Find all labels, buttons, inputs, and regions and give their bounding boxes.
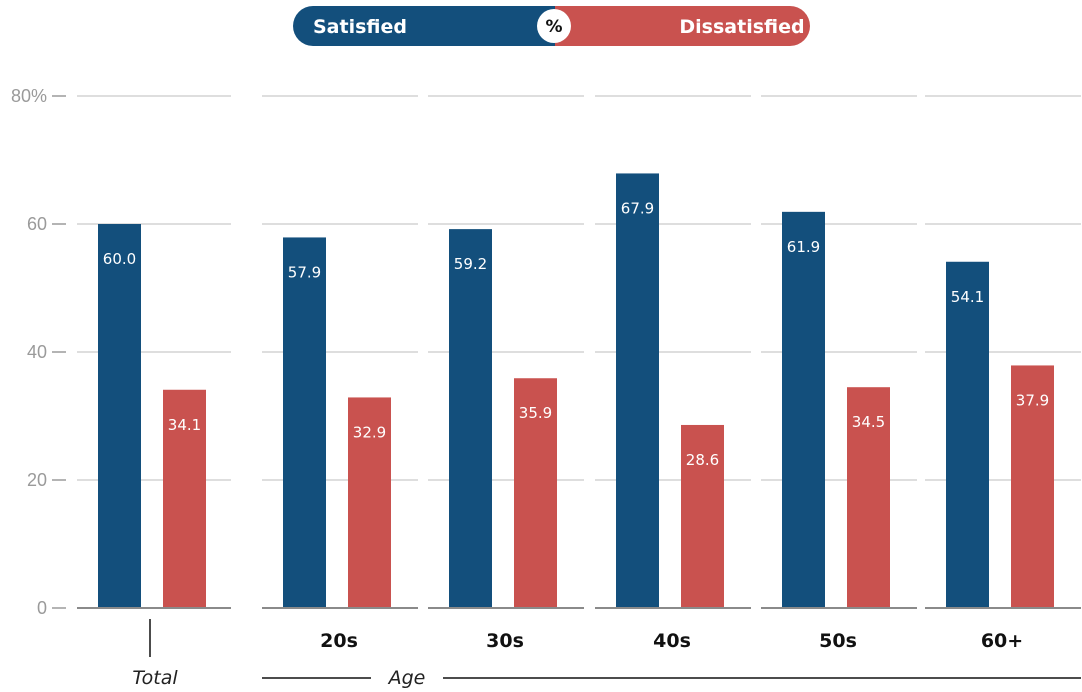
category-label: 50s	[819, 630, 857, 652]
bar-satisfied-3	[616, 173, 659, 608]
value-label-dissatisfied-2: 35.9	[519, 404, 552, 422]
legend-unit-circle	[537, 9, 571, 43]
value-label-satisfied-1: 57.9	[288, 263, 321, 281]
value-label-satisfied-3: 67.9	[621, 199, 654, 217]
bar-satisfied-5	[946, 261, 989, 608]
bar-dissatisfied-1	[348, 397, 391, 608]
bar-dissatisfied-5	[1011, 365, 1054, 608]
bar-satisfied-2	[449, 229, 492, 608]
group-label-total: Total	[132, 667, 178, 689]
bar-dissatisfied-2	[514, 378, 557, 608]
y-tick-label: 60	[27, 214, 47, 234]
value-label-satisfied-4: 61.9	[787, 238, 820, 256]
y-tick-label: 20	[27, 470, 47, 490]
legend: Satisfied Dissatisfied %	[293, 6, 810, 46]
value-label-satisfied-2: 59.2	[454, 255, 487, 273]
value-label-dissatisfied-5: 37.9	[1016, 391, 1049, 409]
legend-satisfied-label: Satisfied	[313, 16, 407, 38]
bar-satisfied-1	[283, 237, 326, 608]
x-axis: 20s 30s 40s 50s 60+ Total Age	[132, 619, 1081, 689]
gridlines	[77, 95, 1081, 481]
category-label: 60+	[981, 630, 1023, 652]
value-label-dissatisfied-0: 34.1	[168, 416, 201, 434]
bars	[98, 173, 1054, 608]
bar-dissatisfied-3	[681, 424, 724, 608]
value-label-dissatisfied-4: 34.5	[852, 413, 885, 431]
bar-dissatisfied-4	[847, 387, 890, 608]
y-tick-label: 0	[37, 598, 47, 618]
y-axis: 80% 60 40 20 0	[11, 86, 66, 618]
category-label: 40s	[653, 630, 691, 652]
category-label: 20s	[320, 630, 358, 652]
value-label-dissatisfied-1: 32.9	[353, 423, 386, 441]
value-label-satisfied-0: 60.0	[103, 250, 136, 268]
legend-dissatisfied-label: Dissatisfied	[679, 16, 804, 38]
value-labels: 60.0 57.9 59.2 67.9 61.9 54.1 34.1 32.9 35.9 28.6…	[103, 199, 1049, 469]
bar-satisfied-0	[98, 224, 141, 608]
value-label-satisfied-5: 54.1	[951, 288, 984, 306]
category-label: 30s	[486, 630, 524, 652]
y-tick-label: 80%	[11, 86, 47, 106]
legend-satisfied-pill	[293, 6, 557, 46]
bar-satisfied-4	[782, 211, 825, 608]
value-label-dissatisfied-3: 28.6	[686, 451, 719, 469]
y-tick-label: 40	[27, 342, 47, 362]
legend-dissatisfied-pill	[555, 6, 810, 46]
group-label-age: Age	[387, 667, 426, 689]
legend-unit-label: %	[545, 17, 562, 37]
bar-dissatisfied-0	[163, 389, 206, 608]
